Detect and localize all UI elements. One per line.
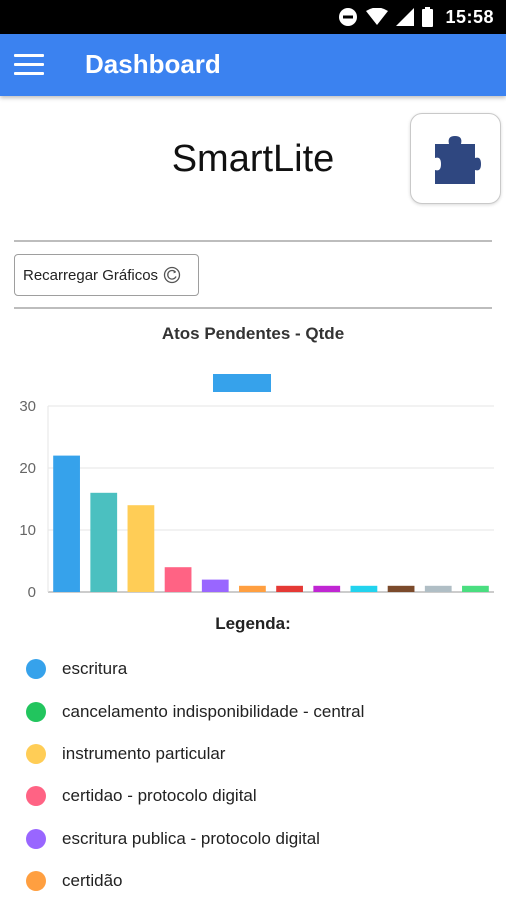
- chart-bar: [201, 579, 229, 592]
- chart-title: Atos Pendentes - Qtde: [161, 324, 345, 343]
- app-bar-title: Dashboard: [85, 49, 221, 79]
- app-bar: Dashboard: [0, 34, 506, 96]
- chart-bar: [53, 455, 80, 592]
- chart-bar: [127, 505, 155, 592]
- status-bar: 15:58: [0, 0, 506, 34]
- legend-item-label: instrumento particular: [62, 743, 226, 763]
- divider-top: [14, 240, 492, 242]
- legend-item-label: escritura: [62, 659, 128, 679]
- reload-charts-label: Recarregar Gráficos: [23, 266, 159, 284]
- legend-item: escritura: [26, 648, 364, 690]
- legend-item-label: cancelamento indisponibilidade - central: [62, 701, 365, 721]
- legend-item: instrumento particular: [26, 733, 364, 775]
- refresh-icon: [163, 266, 181, 284]
- legend-item: escritura publica - protocolo digital: [26, 818, 364, 860]
- legend-color-dot: [26, 659, 46, 680]
- do-not-disturb-icon: [339, 8, 358, 26]
- legend-color-dot: [26, 786, 46, 807]
- legend-item: certidao - protocolo digital: [26, 775, 364, 817]
- legend-list: escritura cancelamento indisponibilidade…: [26, 648, 364, 902]
- signal-icon: [396, 8, 415, 26]
- y-tick-label: 10: [19, 522, 36, 539]
- app-logo: [410, 113, 501, 204]
- puzzle-piece-icon: [435, 136, 481, 184]
- hamburger-menu-icon[interactable]: [14, 53, 44, 77]
- legend-item: cancelamento indisponibilidade - central: [26, 690, 364, 732]
- chart-bar: [239, 585, 266, 592]
- legend-color-dot: [26, 828, 46, 849]
- chart-bar: [90, 492, 118, 592]
- chart-bar: [462, 585, 489, 592]
- chart-bar: [387, 585, 415, 592]
- divider-bottom: [14, 307, 492, 309]
- wifi-icon: [366, 8, 389, 25]
- legend-color-dot: [26, 701, 46, 722]
- legend-color-dot: [26, 743, 46, 764]
- bar-chart: 0 10 20 30: [19, 374, 494, 600]
- chart-bar: [276, 585, 303, 592]
- legend-title: Legenda:: [215, 614, 291, 633]
- y-tick-label: 30: [19, 398, 36, 415]
- clock-time: 15:58: [445, 6, 494, 27]
- legend-item-label: certidão: [62, 871, 123, 891]
- legend-item: certidão: [26, 860, 364, 902]
- y-tick-label: 0: [28, 584, 36, 600]
- chart-bar: [313, 585, 341, 592]
- chart-bar: [350, 585, 378, 592]
- chart-legend-swatch: [213, 374, 271, 392]
- legend-item-label: certidao - protocolo digital: [62, 786, 257, 806]
- brand-name: SmartLite: [171, 138, 335, 180]
- legend-item-label: escritura publica - protocolo digital: [62, 828, 320, 848]
- chart-bar: [424, 585, 452, 592]
- legend-color-dot: [26, 871, 46, 892]
- reload-charts-button[interactable]: Recarregar Gráficos: [14, 254, 199, 296]
- y-tick-label: 20: [19, 460, 36, 477]
- battery-icon: [422, 7, 434, 27]
- chart-bar: [164, 567, 192, 592]
